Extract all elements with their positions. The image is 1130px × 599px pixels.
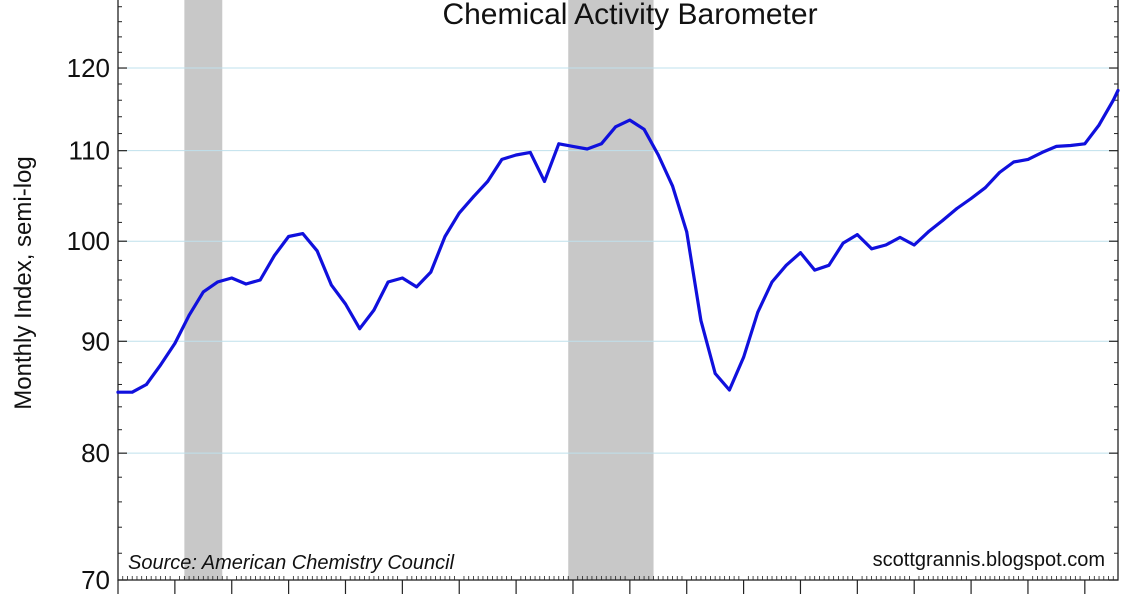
- data-point: [1116, 89, 1120, 92]
- data-point: [1054, 144, 1058, 148]
- data-point: [173, 341, 177, 345]
- data-point: [486, 179, 490, 183]
- data-point: [1083, 142, 1087, 146]
- credit-note: scottgrannis.blogspot.com: [873, 549, 1105, 571]
- data-point: [884, 243, 888, 247]
- data-point: [955, 207, 959, 210]
- data-point: [799, 251, 802, 255]
- data-point: [628, 118, 632, 122]
- data-point: [287, 235, 291, 238]
- data-point: [784, 263, 788, 267]
- data-point: [742, 355, 745, 359]
- data-point: [941, 219, 945, 222]
- data-point: [472, 195, 475, 199]
- y-tick-label: 110: [69, 136, 110, 166]
- data-point: [1012, 160, 1016, 164]
- data-point: [457, 211, 461, 215]
- data-point: [827, 263, 831, 267]
- data-point: [927, 230, 930, 234]
- data-point: [1026, 157, 1030, 161]
- data-point: [713, 372, 717, 375]
- data-point: [514, 153, 518, 157]
- data-point: [159, 363, 163, 367]
- data-point: [1097, 123, 1101, 127]
- data-point: [642, 127, 646, 131]
- y-tick-label: 120: [67, 53, 110, 83]
- data-point: [230, 276, 234, 280]
- axis-ticks: 70 80 90 100 110 120: [67, 6, 1119, 595]
- data-point: [386, 280, 390, 284]
- data-point: [656, 153, 660, 157]
- data-point: [429, 270, 433, 274]
- data-point: [841, 241, 845, 245]
- data-point: [685, 230, 689, 234]
- data-point: [969, 197, 973, 200]
- data-point: [415, 285, 418, 289]
- data-point: [145, 383, 148, 386]
- data-point: [372, 308, 376, 312]
- data-point: [671, 184, 674, 188]
- data-point: [770, 280, 774, 284]
- data-point: [130, 390, 134, 394]
- data-point: [1111, 98, 1115, 102]
- data-point: [1040, 151, 1044, 154]
- data-point: [870, 247, 873, 251]
- y-tick-label: 70: [81, 565, 110, 594]
- data-point: [528, 151, 532, 154]
- data-point: [600, 142, 603, 146]
- data-point: [400, 276, 404, 280]
- data-point: [585, 147, 589, 151]
- data-point: [187, 313, 191, 317]
- data-point: [557, 142, 561, 146]
- data-point: [272, 254, 276, 257]
- data-point: [258, 278, 262, 282]
- data-point: [756, 310, 760, 314]
- data-point: [855, 233, 859, 236]
- chart-title: Chemical Activity Barometer: [442, 0, 817, 31]
- series-layer: [116, 88, 1120, 394]
- data-point: [912, 243, 916, 247]
- data-point: [983, 186, 987, 190]
- data-point: [571, 144, 575, 148]
- plot-frame: [117, 0, 1119, 581]
- y-tick-label: 100: [67, 226, 110, 256]
- y-tick-label: 90: [81, 326, 110, 356]
- y-axis-label: Monthly Index, semi-log: [10, 156, 37, 409]
- data-point: [443, 235, 447, 238]
- data-point: [329, 283, 333, 287]
- data-point: [727, 388, 731, 392]
- data-point: [201, 290, 205, 294]
- data-point: [301, 232, 305, 236]
- data-point: [1069, 144, 1073, 147]
- data-point: [500, 157, 504, 161]
- data-point: [344, 302, 347, 306]
- data-point: [998, 171, 1001, 174]
- data-point: [315, 249, 319, 253]
- data-point: [699, 319, 703, 322]
- recession-band: [568, 0, 654, 580]
- series-line: [116, 88, 1120, 394]
- data-point: [116, 390, 120, 394]
- data-point: [358, 327, 362, 331]
- data-point: [813, 268, 817, 272]
- source-note: Source: American Chemistry Council: [128, 552, 455, 574]
- recession-bands: [184, 0, 654, 580]
- y-tick-label: 80: [81, 438, 110, 468]
- data-point: [614, 125, 618, 129]
- data-point: [244, 282, 248, 286]
- data-point: [898, 236, 902, 239]
- data-point: [216, 280, 219, 284]
- data-point: [543, 179, 546, 183]
